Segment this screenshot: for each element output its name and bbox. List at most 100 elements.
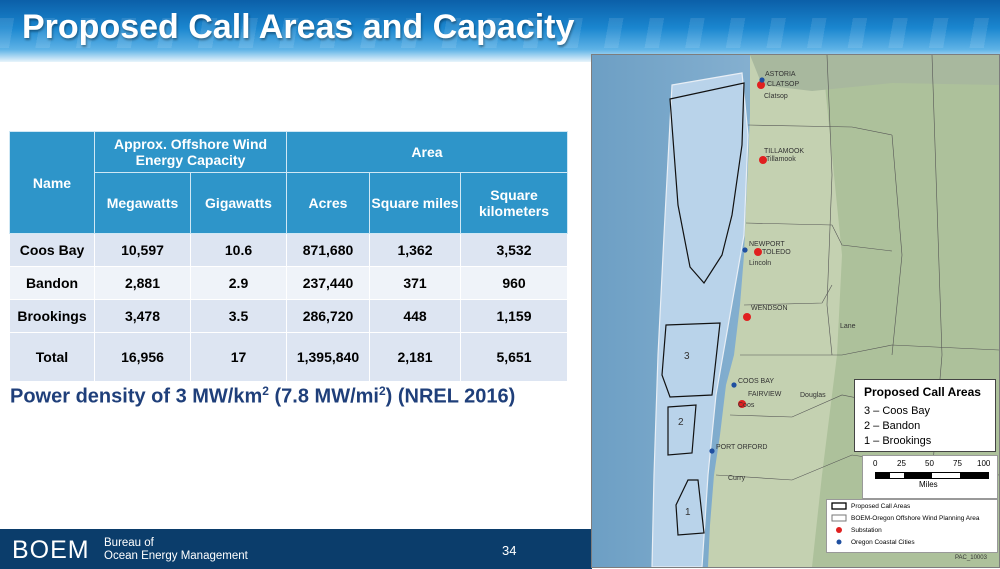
label-newport: NEWPORT xyxy=(749,241,785,248)
cell-square-miles: 2,181 xyxy=(369,332,461,382)
label-clatsop-substation: CLATSOP xyxy=(767,81,800,88)
scale-tick: 100 xyxy=(977,459,991,468)
city-astoria xyxy=(759,77,765,83)
call-area-label-1: 1 xyxy=(685,507,691,518)
table-row: Brookings 3,478 3.5 286,720 448 1,159 xyxy=(9,299,568,333)
cell-square-km: 1,159 xyxy=(460,299,568,333)
substation-wendson xyxy=(743,313,751,321)
call-area-key-item: 1 – Brookings xyxy=(864,435,932,447)
city-newport xyxy=(742,247,748,253)
header-name: Name xyxy=(9,131,95,234)
power-density-middle: (7.8 MW/mi xyxy=(268,385,379,408)
call-areas-key-title: Proposed Call Areas xyxy=(864,385,981,399)
label-curry-county: Curry xyxy=(728,475,746,482)
total-row: Total 16,956 17 1,395,840 2,181 5,651 xyxy=(9,332,568,382)
substation-toledo xyxy=(754,248,762,256)
header-banner xyxy=(0,0,1000,62)
scale-tick: 50 xyxy=(925,459,934,468)
label-toledo: TOLEDO xyxy=(762,249,791,256)
label-fairview: FAIRVIEW xyxy=(748,391,782,398)
capacity-table: Name Approx. Offshore Wind Energy Capaci… xyxy=(9,131,568,382)
power-density-suffix: ) (NREL 2016) xyxy=(385,385,516,408)
superscript: 2 xyxy=(262,384,269,398)
bureau-name: Bureau of Ocean Energy Management xyxy=(104,537,248,563)
label-tillamook-county: Tillamook xyxy=(766,156,796,163)
cell-square-miles: 371 xyxy=(369,266,461,300)
cell-megawatts: 16,956 xyxy=(94,332,191,382)
label-coos-bay: COOS BAY xyxy=(738,378,775,385)
cell-square-km: 3,532 xyxy=(460,233,568,267)
table-row: Bandon 2,881 2.9 237,440 371 960 xyxy=(9,266,568,300)
call-area-3 xyxy=(661,322,721,398)
header-megawatts: Megawatts xyxy=(94,172,191,234)
page-number: 34 xyxy=(502,543,517,558)
label-lane-county: Lane xyxy=(840,323,856,330)
cell-acres: 1,395,840 xyxy=(286,332,370,382)
legend-item: Proposed Call Areas xyxy=(851,503,911,510)
proposed-call-areas xyxy=(661,82,745,536)
substation-symbol xyxy=(836,527,842,533)
scale-tick: 75 xyxy=(953,459,962,468)
row-name: Coos Bay xyxy=(9,233,95,267)
cell-gigawatts: 2.9 xyxy=(190,266,287,300)
scale-tick: 0 xyxy=(873,459,878,468)
legend-item: Substation xyxy=(851,527,882,534)
cell-acres: 286,720 xyxy=(286,299,370,333)
footer-banner xyxy=(0,529,592,569)
header-square-km: Square kilometers xyxy=(460,172,568,234)
label-douglas-county: Douglas xyxy=(800,392,826,399)
label-clatsop-county: Clatsop xyxy=(764,93,788,100)
call-area-symbol xyxy=(831,502,847,510)
label-port-orford: PORT ORFORD xyxy=(716,444,768,451)
map-scale-bar: 0 25 50 75 100 Miles xyxy=(862,455,998,499)
cell-acres: 871,680 xyxy=(286,233,370,267)
row-name: Total xyxy=(9,332,95,382)
substation-fairview xyxy=(738,400,746,408)
label-lincoln-county: Lincoln xyxy=(749,260,772,267)
power-density-prefix: Power density of 3 MW/km xyxy=(10,385,263,408)
columbia-river-region xyxy=(750,55,999,91)
call-area-key-item: 3 – Coos Bay xyxy=(864,405,931,417)
label-coos-county: Coos xyxy=(738,402,755,409)
cell-megawatts: 2,881 xyxy=(94,266,191,300)
call-area-key-item: 2 – Bandon xyxy=(864,420,921,432)
header-acres: Acres xyxy=(286,172,370,234)
cell-square-km: 960 xyxy=(460,266,568,300)
slide-title: Proposed Call Areas and Capacity xyxy=(22,8,575,46)
call-area-outline-north xyxy=(669,82,745,284)
row-name: Brookings xyxy=(9,299,95,333)
call-area-label-2: 2 xyxy=(678,417,684,428)
header-area-group: Area xyxy=(286,131,568,173)
cell-megawatts: 3,478 xyxy=(94,299,191,333)
call-area-label-3: 3 xyxy=(684,351,690,362)
scale-unit: Miles xyxy=(919,480,938,489)
boem-logo: BOEM xyxy=(12,536,90,564)
map-legend: Proposed Call Areas BOEM-Oregon Offshore… xyxy=(826,499,998,553)
city-port-orford xyxy=(709,448,715,454)
power-density-note: Power density of 3 MW/km2 (7.8 MW/mi2) (… xyxy=(10,384,515,409)
cell-acres: 237,440 xyxy=(286,266,370,300)
substation-clatsop xyxy=(757,81,765,89)
planning-area xyxy=(651,72,749,567)
label-wendson: WENDSON xyxy=(751,305,788,312)
cell-megawatts: 10,597 xyxy=(94,233,191,267)
map-code: PAC_10003 xyxy=(955,555,987,561)
call-area-2 xyxy=(667,404,697,456)
scale-tick: 25 xyxy=(897,459,906,468)
coastal-city-markers xyxy=(709,77,765,454)
header-gigawatts: Gigawatts xyxy=(190,172,287,234)
label-tillamook-substation: TILLAMOOK xyxy=(764,148,805,155)
bureau-line-1: Bureau of xyxy=(104,537,154,549)
planning-area-symbol xyxy=(831,514,847,522)
substation-markers xyxy=(738,81,767,408)
city-coos-bay xyxy=(731,382,737,388)
row-name: Bandon xyxy=(9,266,95,300)
cell-square-miles: 1,362 xyxy=(369,233,461,267)
legend-item: Oregon Coastal Cities xyxy=(851,539,915,546)
legend-symbols xyxy=(831,502,847,545)
call-area-1 xyxy=(675,479,705,536)
legend-item: BOEM-Oregon Offshore Wind Planning Area xyxy=(851,515,980,522)
superscript: 2 xyxy=(378,384,386,398)
cell-gigawatts: 17 xyxy=(190,332,287,382)
bureau-line-2: Ocean Energy Management xyxy=(104,550,248,562)
